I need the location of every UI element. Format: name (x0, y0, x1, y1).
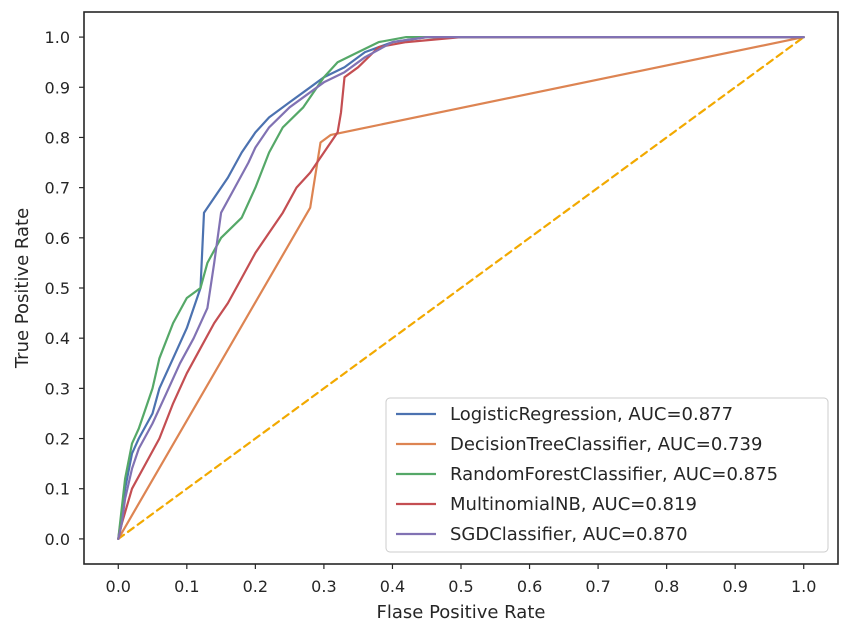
legend: LogisticRegression, AUC=0.877 DecisionTre… (385, 397, 829, 553)
y-tick-label: 0.7 (45, 179, 70, 198)
roc-curve-line (117, 35, 805, 541)
y-tick-label: 0.1 (45, 480, 70, 499)
y-tick-label: 0.6 (45, 229, 70, 248)
reference-diagonal-line (117, 35, 805, 541)
x-tick-label: 0.0 (106, 577, 131, 596)
legend-label: RandomForestClassifier, AUC=0.875 (450, 464, 778, 485)
y-tick-label: 0.8 (45, 128, 70, 147)
legend-label: LogisticRegression, AUC=0.877 (450, 404, 733, 425)
x-tick-label: 0.9 (722, 577, 747, 596)
x-axis-ticks: 0.0 0.1 0.2 0.3 0.4 0.5 0.6 0.7 0.8 0.9 1.0 (106, 564, 816, 596)
y-axis-label: True Positive Rate (12, 208, 33, 369)
x-tick-label: 0.5 (448, 577, 473, 596)
legend-label: DecisionTreeClassifier, AUC=0.739 (450, 434, 762, 455)
y-tick-label: 1.0 (45, 28, 70, 47)
x-tick-label: 0.2 (243, 577, 268, 596)
y-tick-label: 0.4 (45, 329, 70, 348)
x-axis-label: Flase Positive Rate (377, 602, 546, 623)
y-axis-ticks: 0.0 0.1 0.2 0.3 0.4 0.5 0.6 0.7 0.8 0.9 1.0 (45, 28, 84, 549)
y-tick-label: 0.5 (45, 279, 70, 298)
x-tick-label: 0.7 (585, 577, 610, 596)
x-tick-label: 0.1 (174, 577, 199, 596)
legend-box (385, 397, 829, 553)
x-tick-label: 0.8 (654, 577, 679, 596)
y-tick-label: 0.0 (45, 530, 70, 549)
legend-entries: LogisticRegression, AUC=0.877 DecisionTre… (396, 404, 778, 545)
y-tick-label: 0.9 (45, 78, 70, 97)
legend-label: SGDClassifier, AUC=0.870 (450, 524, 688, 545)
roc-curve-line (117, 35, 805, 541)
x-tick-label: 0.4 (380, 577, 405, 596)
x-tick-label: 0.3 (311, 577, 336, 596)
y-tick-label: 0.2 (45, 430, 70, 449)
legend-label: MultinomialNB, AUC=0.819 (450, 494, 697, 515)
y-tick-label: 0.3 (45, 379, 70, 398)
x-tick-label: 0.6 (517, 577, 542, 596)
series-lines (117, 35, 805, 541)
roc-curve-line (117, 35, 805, 541)
x-tick-label: 1.0 (791, 577, 816, 596)
roc-curve-line (117, 35, 805, 541)
